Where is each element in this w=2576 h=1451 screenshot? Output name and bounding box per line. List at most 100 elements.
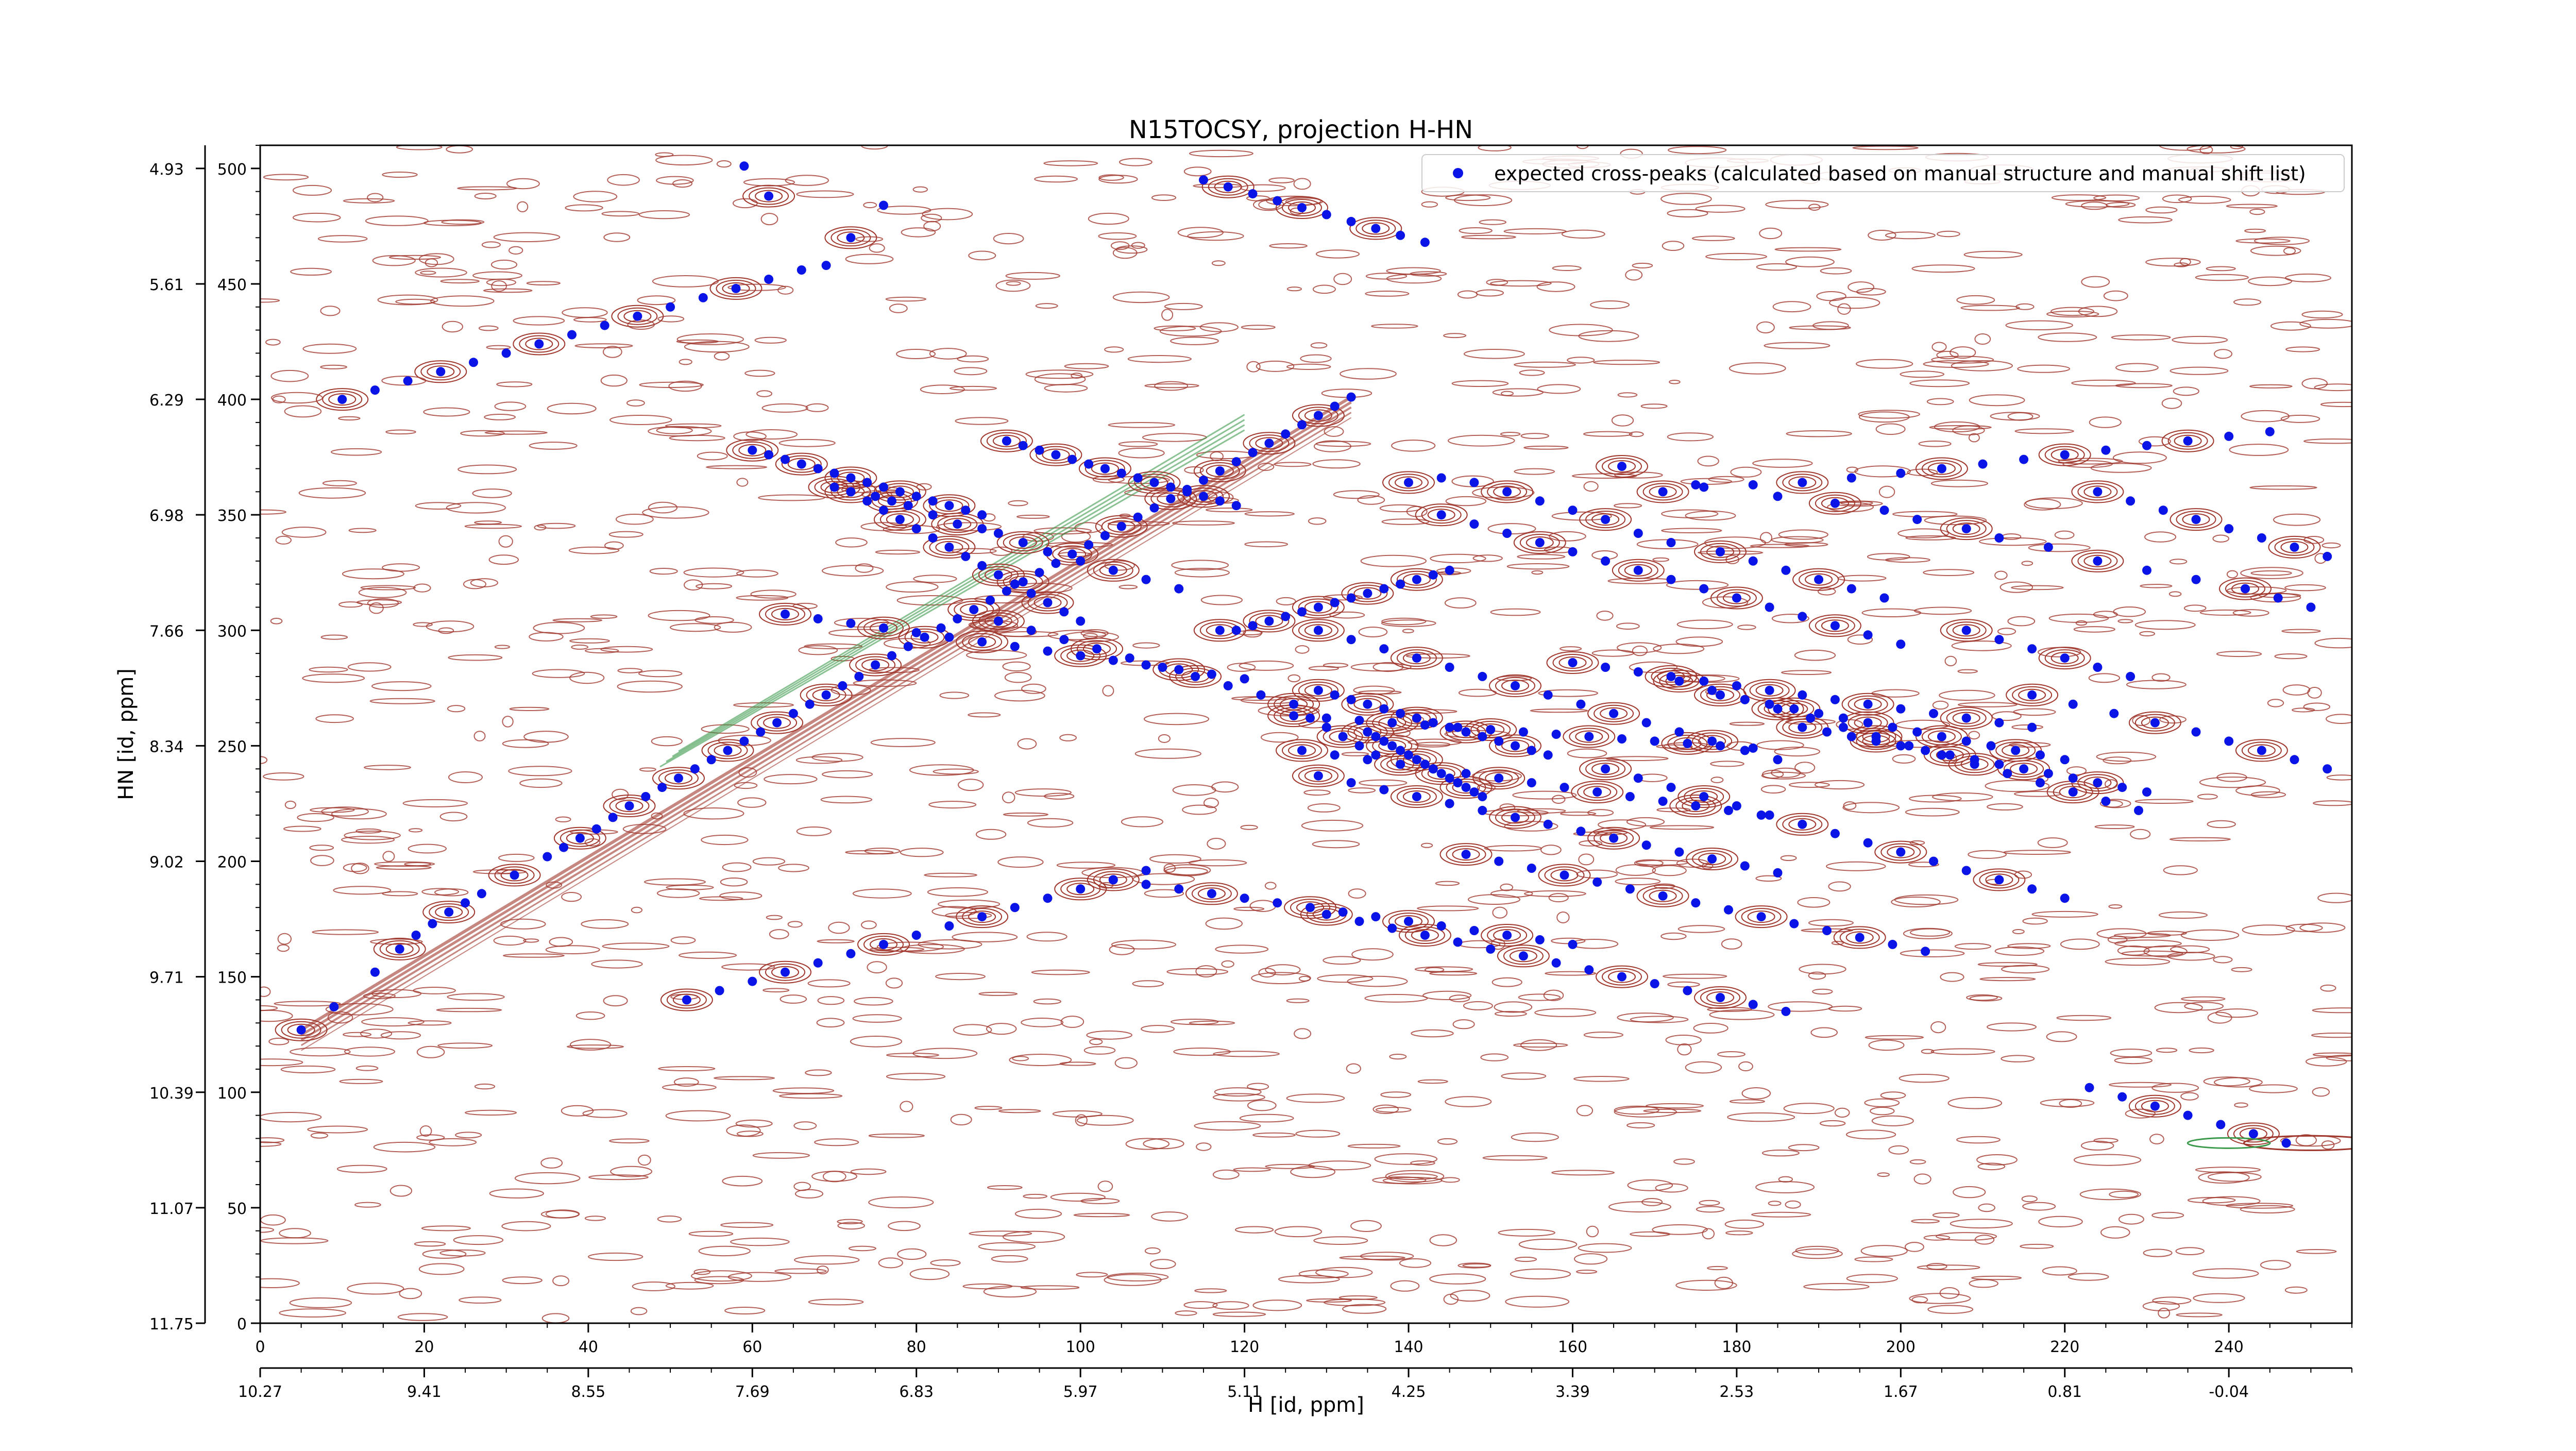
noise-contour bbox=[2181, 996, 2226, 1002]
noise-contour bbox=[2303, 702, 2330, 711]
noise-contour bbox=[1950, 346, 1976, 359]
cross-peak-point bbox=[961, 505, 971, 515]
peak-contour bbox=[1378, 739, 1406, 752]
noise-contour bbox=[483, 288, 533, 293]
cross-peak-point bbox=[1666, 671, 1676, 681]
peak-contour bbox=[1304, 409, 1332, 422]
noise-contour bbox=[500, 918, 546, 930]
cross-peak-point bbox=[1494, 736, 1504, 746]
noise-contour bbox=[1500, 432, 1521, 436]
cross-peak-point bbox=[846, 233, 856, 243]
noise-contour bbox=[268, 1037, 290, 1045]
noise-contour bbox=[1002, 661, 1031, 672]
noise-contour bbox=[2158, 911, 2208, 919]
noise-contour bbox=[2317, 892, 2352, 903]
peak-contour bbox=[1353, 587, 1382, 600]
noise-contour bbox=[2170, 945, 2210, 954]
cross-peak-point bbox=[1223, 681, 1233, 690]
noise-contour bbox=[1350, 1220, 1382, 1233]
cross-peak-point bbox=[731, 283, 741, 293]
noise-contour bbox=[1861, 608, 1922, 618]
cross-peak-point bbox=[1994, 533, 2004, 543]
peak-contour bbox=[658, 769, 699, 787]
noise-contour bbox=[1561, 229, 1605, 239]
noise-contour bbox=[2303, 438, 2352, 444]
noise-contour bbox=[2156, 1048, 2178, 1053]
cross-peak-point bbox=[1789, 919, 1799, 929]
cross-peak-point bbox=[1076, 651, 1086, 661]
noise-contour bbox=[2250, 245, 2301, 256]
noise-contour bbox=[720, 1222, 774, 1228]
cross-peak-point bbox=[1740, 695, 1750, 704]
noise-contour bbox=[1728, 362, 1786, 375]
peak-contour bbox=[1501, 679, 1529, 692]
noise-contour bbox=[1583, 431, 1633, 437]
peak-contour bbox=[1452, 781, 1480, 794]
peak-contour bbox=[1552, 654, 1593, 671]
noise-contour bbox=[1573, 1076, 1630, 1082]
noise-contour bbox=[1828, 1005, 1862, 1012]
noise-contour bbox=[1909, 928, 1951, 937]
noise-contour bbox=[1551, 511, 1612, 521]
peak-contour bbox=[1952, 712, 1980, 724]
peak-contour bbox=[1402, 712, 1431, 724]
peak-contour bbox=[956, 630, 1009, 653]
peak-contour bbox=[1979, 871, 2020, 889]
cross-peak-point bbox=[1453, 937, 1463, 947]
noise-contour bbox=[1538, 689, 1598, 697]
noise-contour bbox=[1164, 302, 1203, 310]
noise-contour bbox=[2001, 965, 2050, 974]
cross-peak-point bbox=[1527, 778, 1536, 788]
cross-peak-point bbox=[1412, 653, 1421, 663]
noise-contour bbox=[897, 1248, 927, 1260]
peak-contour bbox=[1077, 640, 1117, 658]
peak-contour bbox=[2235, 739, 2288, 762]
peak-contour bbox=[1706, 991, 1734, 1004]
cross-peak-point bbox=[1215, 466, 1225, 476]
peak-contour bbox=[1669, 795, 1722, 817]
cross-peak-point bbox=[1396, 708, 1405, 718]
cross-peak-point bbox=[1617, 462, 1626, 471]
y-tick-label: 500 bbox=[217, 161, 247, 179]
noise-contour bbox=[347, 1283, 404, 1295]
peak-contour bbox=[414, 360, 467, 383]
peak-contour bbox=[781, 455, 822, 473]
cross-peak-point bbox=[1199, 492, 1208, 501]
peak-contour bbox=[831, 229, 871, 247]
cross-peak-point bbox=[1133, 512, 1143, 522]
cross-peak-point bbox=[1863, 838, 1873, 848]
peak-contour bbox=[1095, 515, 1148, 538]
noise-contour bbox=[1154, 325, 1196, 331]
noise-contour bbox=[1837, 303, 1851, 315]
peak-contour bbox=[923, 494, 976, 517]
peak-contour bbox=[765, 963, 805, 981]
cross-peak-point bbox=[1067, 549, 1077, 559]
cross-peak-point bbox=[1297, 607, 1307, 617]
noise-contour bbox=[876, 941, 944, 952]
cross-peak-point bbox=[1379, 704, 1389, 714]
noise-contour bbox=[361, 1017, 425, 1027]
cross-peak-point bbox=[1592, 787, 1602, 797]
cross-peak-point bbox=[1511, 741, 1520, 751]
peak-contour bbox=[1698, 853, 1726, 865]
noise-contour bbox=[470, 578, 499, 587]
noise-contour bbox=[382, 851, 395, 862]
noise-contour bbox=[2048, 613, 2109, 623]
cross-peak-point bbox=[1724, 805, 1733, 815]
noise-contour bbox=[1826, 861, 1886, 871]
noise-contour bbox=[1660, 932, 1687, 940]
peak-contour bbox=[1665, 674, 1693, 687]
peak-contour bbox=[1398, 924, 1451, 947]
noise-contour bbox=[2229, 444, 2289, 456]
y-tick-label: 0 bbox=[237, 1315, 247, 1334]
cross-peak-point bbox=[1306, 713, 1315, 723]
noise-contour bbox=[322, 480, 357, 486]
noise-contour bbox=[1829, 296, 1880, 309]
peak-contour bbox=[2071, 480, 2124, 503]
cross-peak-point bbox=[624, 801, 634, 811]
peak-contour bbox=[1390, 647, 1443, 670]
peak-contour bbox=[1519, 534, 1560, 551]
noise-contour bbox=[777, 285, 794, 295]
cross-peak-point bbox=[748, 976, 757, 986]
noise-contour bbox=[2056, 1015, 2112, 1021]
